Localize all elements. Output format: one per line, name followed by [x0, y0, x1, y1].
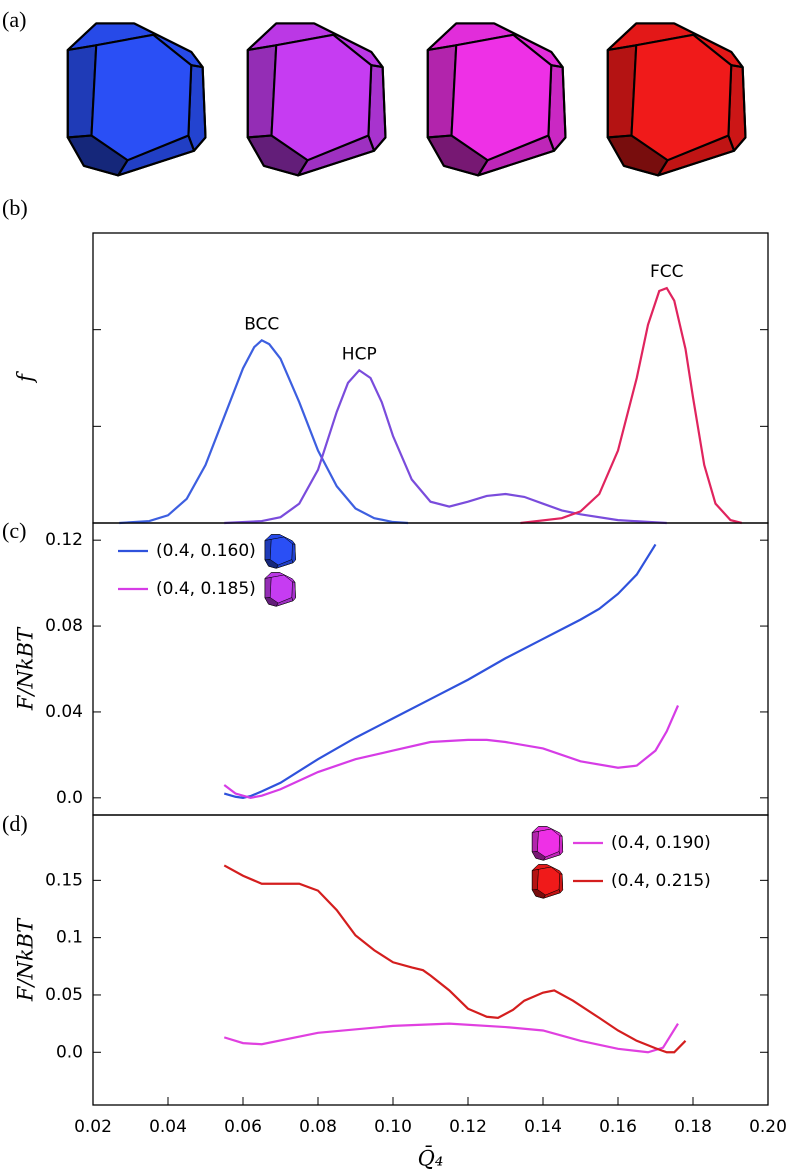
y-tick-label: 0.12 [45, 530, 83, 550]
panel-label: (a) [2, 7, 26, 32]
legend-label: (0.4, 0.160) [156, 541, 256, 561]
series-line [224, 368, 667, 525]
legend-icon [531, 864, 564, 899]
x-tick-label: 0.16 [599, 1117, 637, 1137]
y-tick-label: 0.1 [56, 928, 83, 948]
crystal-icon [426, 22, 567, 177]
x-tick-label: 0.10 [374, 1117, 412, 1137]
y-tick-label: 0.04 [45, 702, 83, 722]
legend-label: (0.4, 0.215) [611, 871, 711, 891]
legend-icon [264, 534, 296, 569]
x-axis-label: Q̄₄ [418, 1146, 444, 1171]
x-tick-label: 0.08 [299, 1117, 337, 1137]
legend-icon [531, 826, 564, 861]
y-axis-label: F/NkBT [14, 626, 38, 711]
peak-label: HCP [342, 344, 377, 364]
crystal-icon [606, 22, 747, 177]
plot-frame [92, 814, 769, 1106]
x-tick-label: 0.20 [749, 1117, 787, 1137]
y-tick-label: 0.05 [45, 985, 83, 1005]
series-line [119, 338, 409, 525]
crystal-icon [246, 22, 387, 177]
y-tick-label: 0.0 [56, 1042, 83, 1062]
legend-icon [264, 572, 296, 607]
series-line [520, 286, 743, 525]
y-axis-label: F/NkBT [14, 917, 38, 1002]
crystal-icon [66, 22, 207, 177]
peak-label: BCC [244, 314, 279, 334]
x-tick-label: 0.18 [674, 1117, 712, 1137]
x-tick-label: 0.04 [149, 1117, 187, 1137]
x-tick-label: 0.12 [449, 1117, 487, 1137]
y-axis-label: f [14, 371, 38, 384]
x-tick-label: 0.02 [74, 1117, 112, 1137]
legend-label: (0.4, 0.190) [611, 833, 711, 853]
panel-label: (c) [2, 518, 26, 543]
series-line [223, 864, 687, 1054]
x-tick-label: 0.14 [524, 1117, 562, 1137]
series-line [223, 1022, 679, 1054]
x-tick-label: 0.06 [224, 1117, 262, 1137]
series-line [223, 705, 680, 799]
legend-label: (0.4, 0.185) [156, 579, 256, 599]
panel-label: (b) [2, 195, 28, 220]
peak-label: FCC [650, 262, 684, 282]
y-tick-label: 0.08 [45, 616, 83, 636]
y-tick-label: 0.0 [56, 788, 83, 808]
panel-label: (d) [2, 811, 28, 836]
plot-frame [92, 522, 769, 816]
y-tick-label: 0.15 [45, 870, 83, 890]
